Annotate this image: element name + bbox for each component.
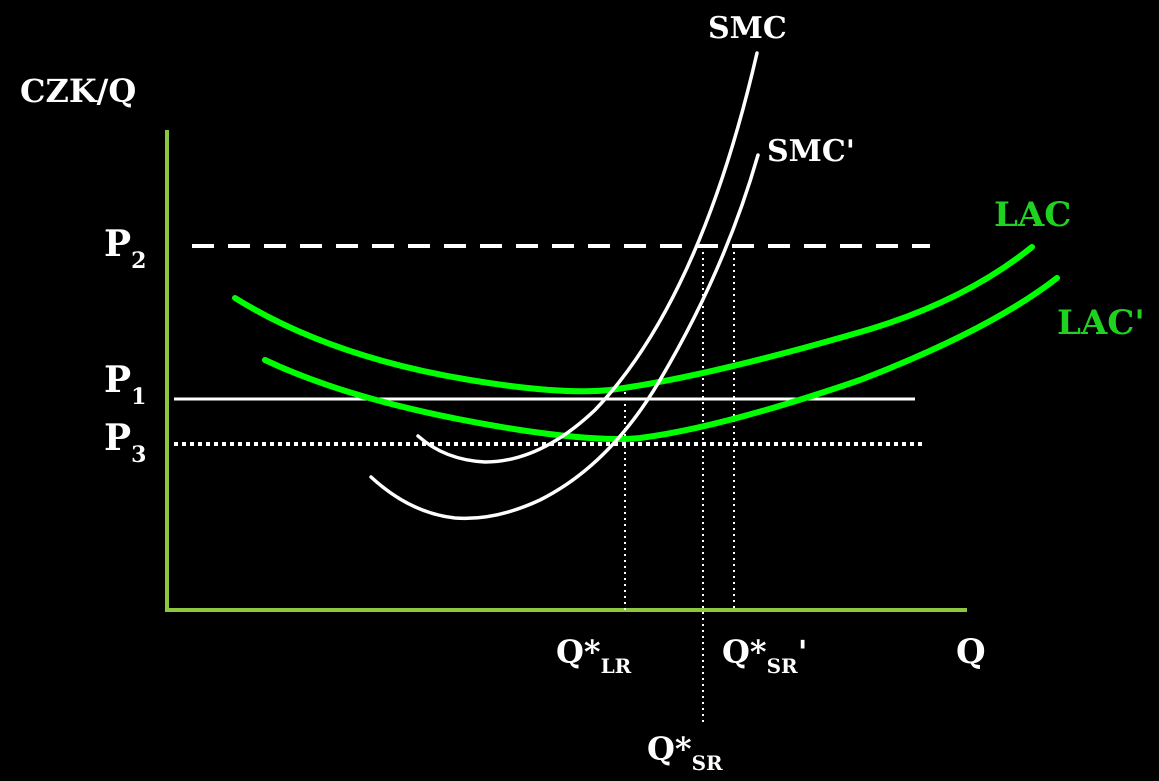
q-lr-label: Q*LR (556, 633, 632, 678)
smc-curve (416, 51, 759, 464)
x-axis-label: Q (956, 632, 986, 672)
lac-prime-label: LAC' (1057, 303, 1145, 343)
lac-prime-curve (262, 275, 1060, 442)
p3-label: P3 (104, 417, 146, 468)
lac-label: LAC (994, 195, 1071, 235)
p2-label: P2 (104, 223, 146, 274)
smc-prime-label: SMC' (767, 134, 855, 169)
p1-label: P1 (104, 359, 146, 410)
q-sr-label: Q*SR (647, 730, 723, 775)
lac-curve (232, 244, 1035, 395)
y-axis-label: CZK/Q (20, 72, 136, 110)
smc-prime-curve (369, 153, 760, 521)
smc-label: SMC (708, 11, 787, 46)
q-sr-prime-label: Q*SR' (722, 633, 807, 678)
